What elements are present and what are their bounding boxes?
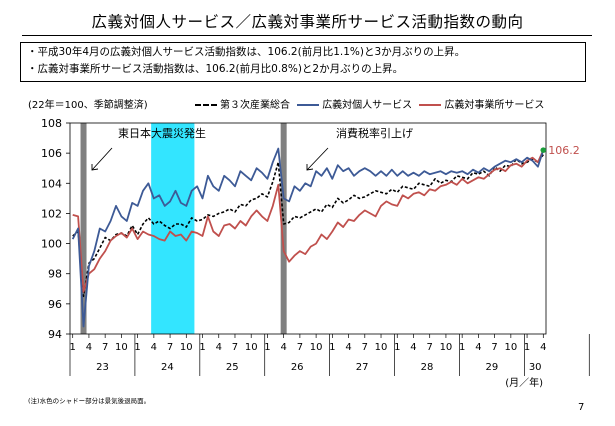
recession-band [151, 123, 195, 334]
year-label: 30 [529, 362, 542, 373]
year-label: 29 [486, 362, 499, 373]
x-tick-label: 7 [297, 342, 303, 353]
event-arrow-tax [306, 147, 329, 171]
plot-frame [69, 122, 547, 335]
year-label: 25 [226, 362, 239, 373]
page-number: 7 [578, 402, 585, 413]
event-arrowhead-tax [306, 164, 314, 171]
x-tick-label: 1 [329, 342, 335, 353]
x-tick-label: 10 [115, 342, 128, 353]
year-label: 28 [421, 362, 434, 373]
x-tick-label: 1 [264, 342, 270, 353]
x-tick-label: 10 [180, 342, 193, 353]
summary-box: ・平成30年4月の広義対個人サービス活動指数は、106.2(前月比1.1%)と3… [20, 42, 586, 82]
end-point-marker [540, 147, 547, 153]
legend-label-personal: 広義対個人サービス [322, 100, 413, 111]
event-label-tax: 消費税率引上げ [336, 126, 413, 140]
legend-swatch-dashed [195, 104, 217, 106]
event-bar-1 [80, 123, 87, 334]
x-tick-label: 1 [459, 342, 465, 353]
footnote: (注)水色のシャドー部分は景気後退局面。 [28, 397, 151, 405]
chart-unit-note: (22年＝100、季節調整済) [28, 100, 148, 111]
x-tick-label: 4 [475, 342, 481, 353]
y-tick-label: 108 [41, 117, 62, 130]
x-tick-label: 4 [345, 342, 351, 353]
y-tick-label: 102 [41, 207, 62, 220]
x-tick-label: 7 [427, 342, 433, 353]
x-tick-label: 4 [86, 342, 92, 353]
event-arrowhead-earthquake [91, 164, 99, 171]
event-bar-2 [280, 123, 287, 334]
x-tick-label: 1 [199, 342, 205, 353]
x-tick-label: 4 [151, 342, 157, 353]
x-tick-label: 1 [70, 342, 76, 353]
x-tick-label: 7 [102, 342, 108, 353]
x-tick-label: 7 [491, 342, 497, 353]
series-line-2 [71, 147, 545, 328]
x-tick-label: 7 [167, 342, 173, 353]
x-tick-label: 7 [232, 342, 238, 353]
event-label-earthquake: 東日本大震災発生 [118, 126, 206, 140]
summary-line-business: ・広義対事業所サービス活動指数は、106.2(前月比0.8%)と2か月ぶりの上昇… [27, 63, 404, 75]
legend-swatch-blue [297, 104, 320, 106]
y-tick-label: 106 [41, 147, 62, 160]
y-tick-label: 94 [48, 328, 62, 341]
legend-label-business: 広義対事業所サービス [444, 100, 545, 111]
title-rule [22, 35, 592, 36]
y-tick-label: 104 [41, 177, 62, 190]
x-tick-label: 10 [245, 342, 258, 353]
year-label: 26 [291, 362, 304, 373]
legend-label-tertiary: 第３次産業総合 [220, 100, 290, 111]
series-line-3 [72, 149, 545, 293]
legend-swatch-red [419, 104, 442, 106]
legend-item-tertiary: 第３次産業総合 [195, 96, 290, 111]
y-tick-label: 98 [48, 268, 62, 281]
end-value-label: 106.2 [548, 144, 580, 157]
series-line-1 [72, 154, 544, 298]
x-tick-label: 10 [310, 342, 323, 353]
x-tick-label: 1 [394, 342, 400, 353]
page-title: 広義対個人サービス／広義対事業所サービス活動指数の動向 [91, 13, 524, 31]
x-tick-label: 1 [524, 342, 530, 353]
x-tick-label: 7 [362, 342, 368, 353]
y-tick-label: 100 [41, 238, 62, 251]
x-tick-label: 10 [440, 342, 453, 353]
x-unit-label: (月／年) [505, 376, 543, 389]
x-tick-label: 4 [216, 342, 222, 353]
x-tick-label: 1 [134, 342, 140, 353]
legend-item-business: 広義対事業所サービス [419, 96, 544, 111]
y-tick-label: 96 [48, 298, 62, 311]
x-tick-label: 4 [410, 342, 416, 353]
x-tick-label: 10 [504, 342, 517, 353]
year-label: 24 [161, 362, 174, 373]
event-arrow-earthquake [91, 147, 113, 171]
x-tick-label: 4 [540, 342, 546, 353]
chart-legend: 第３次産業総合 広義対個人サービス 広義対事業所サービス [195, 96, 548, 111]
x-tick-label: 4 [280, 342, 286, 353]
year-label: 23 [96, 362, 109, 373]
summary-line-personal: ・平成30年4月の広義対個人サービス活動指数は、106.2(前月比1.1%)と3… [27, 46, 466, 58]
x-tick-label: 10 [375, 342, 388, 353]
legend-item-personal: 広義対個人サービス [297, 96, 412, 111]
year-label: 27 [356, 362, 369, 373]
